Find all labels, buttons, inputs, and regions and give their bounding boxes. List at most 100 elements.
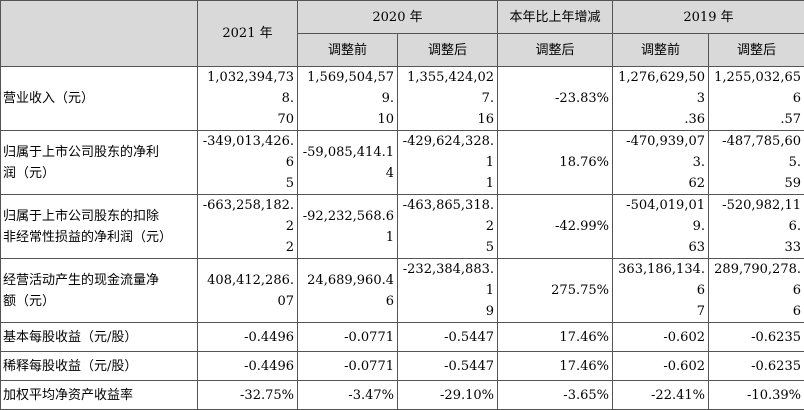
cell-2020-after-adjustment-text: 1 (401, 173, 494, 194)
row-label-text: 额（元） (3, 291, 194, 312)
cell-2019-after-adjustment-text: -0.6235 (712, 327, 801, 348)
cell-2019-after-adjustment: -10.39% (709, 381, 804, 410)
cell-2019-before-adjustment-text: 1,276,629,503 (616, 67, 705, 109)
row-label: 稀释每股收益（元/股） (1, 352, 198, 381)
cell-2021-text: 1,032,394,738. (201, 67, 294, 109)
cell-2021: -0.4496 (198, 323, 298, 352)
cell-2019-before-adjustment: -22.41% (613, 381, 709, 410)
cell-2020-after-adjustment-text: 1,355,424,027. (401, 67, 494, 109)
row-label: 营业收入（元） (1, 67, 198, 131)
row-label-text: 归属于上市公司股东的扣除 (3, 206, 194, 227)
cell-change-text: -42.99% (501, 216, 609, 237)
cell-2020-after-adjustment-text: -29.10% (401, 385, 494, 406)
row-label: 归属于上市公司股东的净利润（元） (1, 131, 198, 195)
header-corner (1, 1, 198, 67)
cell-2020-before-adjustment-text: -3.47% (301, 385, 394, 406)
cell-2020-before-adjustment-text: -92,232,568.61 (301, 206, 394, 248)
cell-2021-text: -0.4496 (201, 356, 294, 377)
cell-2020-after-adjustment: 1,355,424,027.16 (398, 67, 498, 131)
cell-2021-text: -349,013,426.6 (201, 131, 294, 173)
cell-change: 17.46% (498, 352, 613, 381)
cell-2020-before-adjustment: 1,569,504,579.10 (298, 67, 398, 131)
cell-2019-before-adjustment-text: -470,939,073. (616, 131, 705, 173)
cell-2021: 1,032,394,738.70 (198, 67, 298, 131)
cell-2019-before-adjustment-text: 363,186,134.6 (616, 259, 705, 301)
cell-change: -23.83% (498, 67, 613, 131)
cell-2020-before-adjustment: -92,232,568.61 (298, 195, 398, 259)
cell-2020-after-adjustment: -0.5447 (398, 323, 498, 352)
cell-2021: 408,412,286.07 (198, 259, 298, 323)
header-year-2019: 2019 年 (613, 1, 804, 34)
cell-2019-after-adjustment-text: -0.6235 (712, 356, 801, 377)
cell-change-text: 17.46% (501, 327, 609, 348)
cell-2020-before-adjustment-text: -0.0771 (301, 327, 394, 348)
cell-2019-before-adjustment-text: -0.602 (616, 356, 705, 377)
cell-2019-before-adjustment-text: -22.41% (616, 385, 705, 406)
header-year-2021: 2021 年 (198, 1, 298, 67)
cell-2020-before-adjustment: -59,085,414.14 (298, 131, 398, 195)
row-label-text: 基本每股收益（元/股） (3, 327, 194, 348)
cell-2020-after-adjustment-text: -232,384,883.1 (401, 259, 494, 301)
cell-2021-text: 70 (201, 109, 294, 130)
header-change: 本年比上年增减 (498, 1, 613, 34)
cell-2020-after-adjustment: -29.10% (398, 381, 498, 410)
cell-2019-after-adjustment-text: -520,982,116. (712, 195, 801, 237)
cell-2019-after-adjustment-text: 1,255,032,656 (712, 67, 801, 109)
cell-2020-after-adjustment-text: 9 (401, 301, 494, 322)
row-label: 归属于上市公司股东的扣除非经常性损益的净利润（元） (1, 195, 198, 259)
header-2020-before-adjustment: 调整前 (298, 34, 398, 67)
cell-change: 18.76% (498, 131, 613, 195)
row-label: 经营活动产生的现金流量净额（元） (1, 259, 198, 323)
cell-2019-after-adjustment-text: -10.39% (712, 385, 801, 406)
cell-2019-after-adjustment-text: 6 (712, 301, 801, 322)
row-label-text: 非经常性损益的净利润（元） (3, 227, 194, 248)
cell-2019-before-adjustment-text: 62 (616, 173, 705, 194)
cell-2020-after-adjustment-text: 16 (401, 109, 494, 130)
cell-2019-before-adjustment-text: 7 (616, 301, 705, 322)
cell-change-text: 17.46% (501, 356, 609, 377)
row-label-text: 加权平均净资产收益率 (3, 385, 194, 406)
cell-2019-after-adjustment: -0.6235 (709, 352, 804, 381)
cell-2020-before-adjustment: -0.0771 (298, 352, 398, 381)
header-2019-after-adjustment: 调整后 (709, 34, 804, 67)
cell-2020-before-adjustment-text: 24,689,960.46 (301, 270, 394, 312)
cell-2019-after-adjustment: -520,982,116.33 (709, 195, 804, 259)
cell-2020-after-adjustment-text: -463,865,318.2 (401, 195, 494, 237)
cell-2021-text: 2 (201, 237, 294, 258)
cell-2020-before-adjustment-text: -0.0771 (301, 356, 394, 377)
cell-2021-text: 408,412,286.07 (201, 270, 294, 312)
cell-change-text: -23.83% (501, 88, 609, 109)
cell-2020-before-adjustment: 24,689,960.46 (298, 259, 398, 323)
row-label-text: 稀释每股收益（元/股） (3, 356, 194, 377)
cell-2019-after-adjustment-text: -487,785,605. (712, 131, 801, 173)
header-2019-before-adjustment: 调整前 (613, 34, 709, 67)
cell-change-text: 275.75% (501, 280, 609, 301)
cell-2019-after-adjustment-text: 289,790,278.6 (712, 259, 801, 301)
row-label-text: 润（元） (3, 163, 194, 184)
row-label: 基本每股收益（元/股） (1, 323, 198, 352)
cell-change: -3.65% (498, 381, 613, 410)
cell-2020-after-adjustment-text: -0.5447 (401, 356, 494, 377)
table-row: 稀释每股收益（元/股） -0.4496 -0.0771 -0.5447 17.46% -0… (1, 352, 804, 381)
cell-2019-after-adjustment-text: .57 (712, 109, 801, 130)
cell-2019-before-adjustment-text: .36 (616, 109, 705, 130)
cell-2020-before-adjustment-text: -59,085,414.14 (301, 142, 394, 184)
header-year-2020: 2020 年 (298, 1, 498, 34)
cell-2021-text: -663,258,182.2 (201, 195, 294, 237)
cell-2021: -0.4496 (198, 352, 298, 381)
cell-2019-before-adjustment-text: 63 (616, 237, 705, 258)
cell-change: 17.46% (498, 323, 613, 352)
cell-2020-before-adjustment-text: 10 (301, 109, 394, 130)
row-label: 加权平均净资产收益率 (1, 381, 198, 410)
cell-2021-text: 5 (201, 173, 294, 194)
